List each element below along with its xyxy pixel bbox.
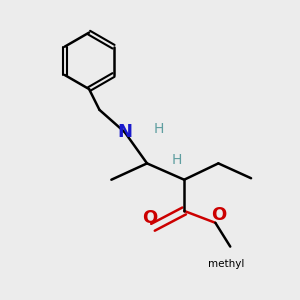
Text: methyl: methyl	[208, 260, 244, 269]
Text: N: N	[117, 123, 132, 141]
Text: H: H	[154, 122, 164, 136]
Text: O: O	[142, 209, 158, 227]
Text: O: O	[211, 206, 226, 224]
Text: H: H	[172, 153, 182, 167]
